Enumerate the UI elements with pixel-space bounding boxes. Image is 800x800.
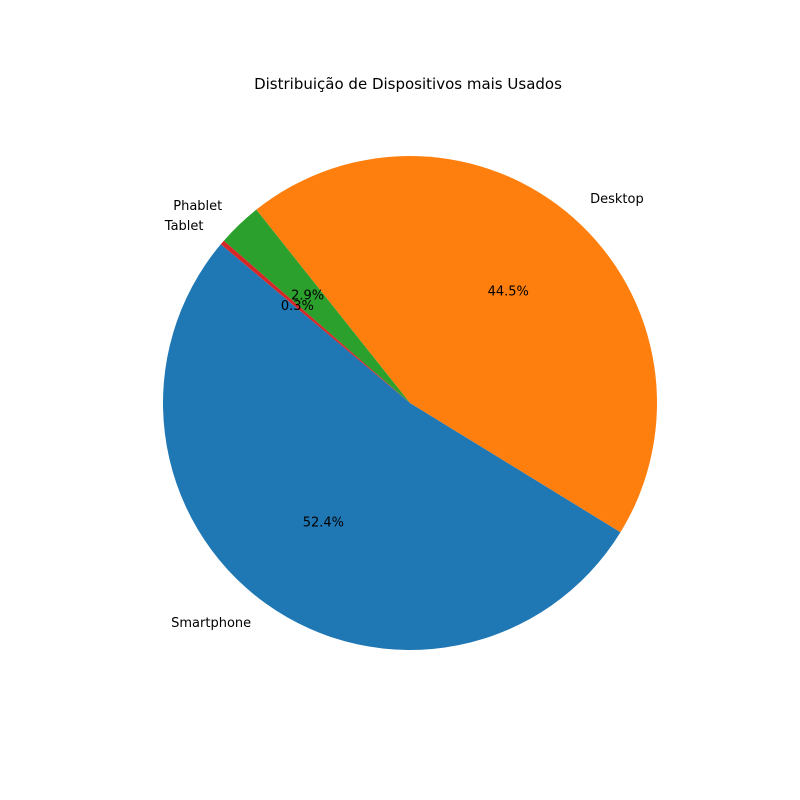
percent-label-desktop: 44.5%	[488, 285, 529, 300]
pie-slices	[163, 155, 657, 651]
category-label-phablet: Phablet	[173, 199, 222, 214]
chart-title: Distribuição de Dispositivos mais Usados	[254, 75, 562, 93]
pie-slice-tablet	[220, 240, 410, 403]
percent-label-tablet: 0.3%	[281, 299, 314, 314]
category-label-smartphone: Smartphone	[171, 616, 251, 631]
pie-slice-desktop	[256, 155, 657, 533]
percent-label-phablet: 2.9%	[291, 288, 324, 303]
category-label-desktop: Desktop	[590, 192, 644, 207]
percent-label-smartphone: 52.4%	[303, 516, 344, 531]
pie-labels: Smartphone 52.4% Desktop 44.5% Phablet 2.9% Ta…	[164, 192, 644, 631]
pie-slice-smartphone	[163, 244, 621, 651]
pie-slice-phablet	[223, 209, 410, 403]
category-label-tablet: Tablet	[164, 219, 204, 234]
